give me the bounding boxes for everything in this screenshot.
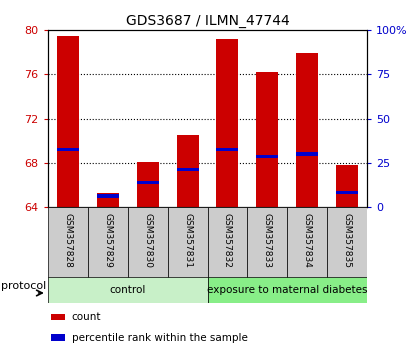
Bar bbox=[57, 148, 79, 151]
Bar bbox=[217, 39, 239, 207]
Bar bbox=[88, 207, 128, 278]
Bar bbox=[48, 207, 88, 278]
Bar bbox=[137, 181, 159, 184]
Bar bbox=[256, 155, 278, 158]
Text: exposure to maternal diabetes: exposure to maternal diabetes bbox=[207, 285, 368, 295]
Text: GSM357831: GSM357831 bbox=[183, 213, 192, 268]
Bar bbox=[57, 36, 79, 207]
Text: GSM357830: GSM357830 bbox=[143, 213, 152, 268]
Bar bbox=[176, 168, 198, 171]
Text: control: control bbox=[110, 285, 146, 295]
Bar bbox=[51, 314, 65, 320]
Bar bbox=[336, 191, 358, 194]
Text: count: count bbox=[72, 312, 101, 322]
Bar bbox=[336, 165, 358, 207]
Title: GDS3687 / ILMN_47744: GDS3687 / ILMN_47744 bbox=[126, 14, 289, 28]
Bar bbox=[256, 72, 278, 207]
Text: percentile rank within the sample: percentile rank within the sample bbox=[72, 332, 248, 343]
Text: GSM357833: GSM357833 bbox=[263, 213, 272, 268]
Bar bbox=[168, 207, 208, 278]
Bar bbox=[247, 207, 287, 278]
Bar bbox=[287, 207, 327, 278]
Bar bbox=[296, 152, 318, 156]
Bar bbox=[128, 207, 168, 278]
Text: GSM357832: GSM357832 bbox=[223, 213, 232, 268]
Text: GSM357835: GSM357835 bbox=[343, 213, 352, 268]
Bar bbox=[327, 207, 367, 278]
Bar bbox=[137, 162, 159, 207]
Bar bbox=[97, 194, 119, 198]
Bar bbox=[217, 148, 239, 151]
Text: protocol: protocol bbox=[1, 281, 46, 291]
Bar bbox=[296, 53, 318, 207]
Bar bbox=[208, 207, 247, 278]
Text: GSM357829: GSM357829 bbox=[103, 213, 112, 268]
Text: GSM357834: GSM357834 bbox=[303, 213, 312, 268]
Bar bbox=[51, 335, 65, 341]
Bar bbox=[48, 277, 208, 303]
Bar bbox=[176, 135, 198, 207]
Bar bbox=[97, 193, 119, 207]
Text: GSM357828: GSM357828 bbox=[63, 213, 72, 268]
Bar bbox=[208, 277, 367, 303]
